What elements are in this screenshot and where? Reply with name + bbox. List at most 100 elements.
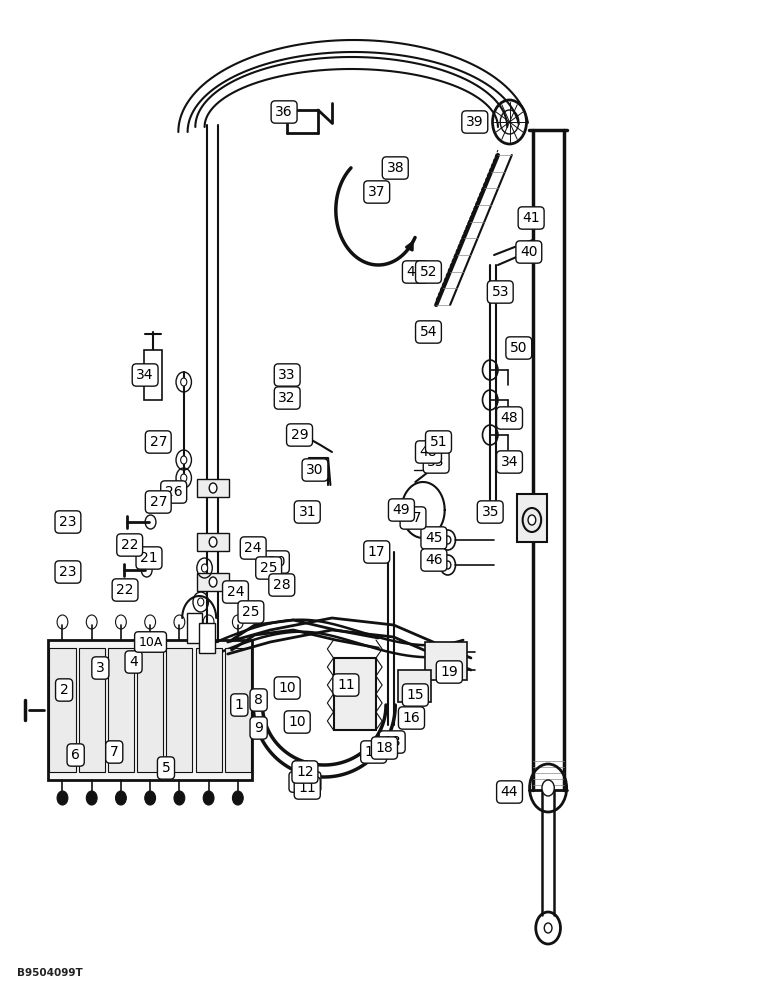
Text: 48: 48 [501, 411, 518, 425]
Text: 40: 40 [520, 245, 537, 259]
Text: 52: 52 [420, 265, 437, 279]
FancyBboxPatch shape [166, 648, 192, 772]
Text: 22: 22 [117, 583, 134, 597]
Text: 10A: 10A [293, 776, 317, 788]
Text: 53: 53 [492, 285, 509, 299]
Text: 33: 33 [428, 455, 445, 469]
FancyBboxPatch shape [79, 648, 105, 772]
Text: 28: 28 [273, 578, 290, 592]
Text: 27: 27 [150, 435, 167, 449]
Circle shape [145, 791, 155, 805]
Text: 25: 25 [242, 605, 259, 619]
Text: 14: 14 [365, 745, 382, 759]
Circle shape [232, 791, 243, 805]
Circle shape [445, 536, 451, 544]
Text: 51: 51 [430, 435, 447, 449]
FancyBboxPatch shape [517, 494, 547, 542]
Text: 5: 5 [161, 761, 171, 775]
Text: 11: 11 [337, 678, 354, 692]
Circle shape [181, 378, 187, 386]
FancyBboxPatch shape [225, 648, 251, 772]
Text: 1: 1 [235, 698, 244, 712]
Text: 10: 10 [289, 715, 306, 729]
Text: 29: 29 [291, 428, 308, 442]
Circle shape [542, 780, 554, 796]
Text: 30: 30 [306, 463, 323, 477]
Text: 16: 16 [403, 711, 420, 725]
Circle shape [209, 577, 217, 587]
Text: 10: 10 [279, 681, 296, 695]
FancyBboxPatch shape [398, 670, 431, 702]
Text: 20: 20 [268, 555, 285, 569]
Text: 11: 11 [299, 781, 316, 795]
Text: 31: 31 [299, 505, 316, 519]
Text: 8: 8 [296, 765, 306, 779]
Text: 43: 43 [407, 265, 424, 279]
Circle shape [57, 791, 68, 805]
Text: 22: 22 [121, 538, 138, 552]
Circle shape [209, 537, 217, 547]
Text: 50: 50 [510, 341, 527, 355]
Text: 36: 36 [276, 105, 293, 119]
Circle shape [181, 474, 187, 482]
Text: 48: 48 [420, 445, 437, 459]
Text: 19: 19 [441, 665, 458, 679]
Text: 7: 7 [110, 745, 119, 759]
Text: 34: 34 [137, 368, 154, 382]
Circle shape [544, 923, 552, 933]
Circle shape [86, 791, 97, 805]
FancyBboxPatch shape [197, 533, 229, 551]
Text: 23: 23 [59, 565, 76, 579]
Text: 9: 9 [254, 721, 263, 735]
Text: 21: 21 [141, 551, 157, 565]
Text: 24: 24 [245, 541, 262, 555]
Text: 27: 27 [150, 495, 167, 509]
Text: 24: 24 [227, 585, 244, 599]
Text: 9: 9 [296, 775, 306, 789]
Text: 18: 18 [376, 741, 393, 755]
Circle shape [203, 791, 214, 805]
Circle shape [445, 561, 451, 569]
FancyBboxPatch shape [197, 573, 229, 591]
Text: 4: 4 [129, 655, 138, 669]
Circle shape [116, 791, 127, 805]
Text: 10A: 10A [138, 636, 163, 648]
Text: 39: 39 [466, 115, 483, 129]
Text: 54: 54 [420, 325, 437, 339]
FancyBboxPatch shape [187, 613, 202, 643]
Circle shape [209, 483, 217, 493]
Text: 23: 23 [59, 515, 76, 529]
Circle shape [174, 791, 185, 805]
Text: 8: 8 [254, 693, 263, 707]
Text: 46: 46 [425, 553, 442, 567]
Text: 47: 47 [405, 511, 422, 525]
Text: 49: 49 [393, 503, 410, 517]
Circle shape [198, 598, 204, 606]
Text: 6: 6 [71, 748, 80, 762]
Text: B9504099T: B9504099T [17, 968, 83, 978]
Text: 35: 35 [482, 505, 499, 519]
Text: 26: 26 [165, 485, 182, 499]
Text: 17: 17 [368, 545, 385, 559]
FancyBboxPatch shape [144, 350, 162, 400]
Text: 37: 37 [368, 185, 385, 199]
Text: 33: 33 [279, 368, 296, 382]
FancyBboxPatch shape [195, 648, 222, 772]
FancyBboxPatch shape [425, 642, 467, 680]
Text: 12: 12 [296, 765, 313, 779]
FancyBboxPatch shape [197, 479, 229, 497]
Text: 41: 41 [523, 211, 540, 225]
FancyBboxPatch shape [199, 623, 215, 653]
Text: 45: 45 [425, 531, 442, 545]
Text: 38: 38 [387, 161, 404, 175]
FancyBboxPatch shape [108, 648, 134, 772]
Circle shape [181, 456, 187, 464]
Text: 32: 32 [279, 391, 296, 405]
Text: 3: 3 [96, 661, 105, 675]
Text: 2: 2 [59, 683, 69, 697]
Text: 25: 25 [260, 561, 277, 575]
Text: 34: 34 [501, 455, 518, 469]
Text: 15: 15 [407, 688, 424, 702]
Text: 44: 44 [501, 785, 518, 799]
Text: 13: 13 [384, 735, 401, 749]
